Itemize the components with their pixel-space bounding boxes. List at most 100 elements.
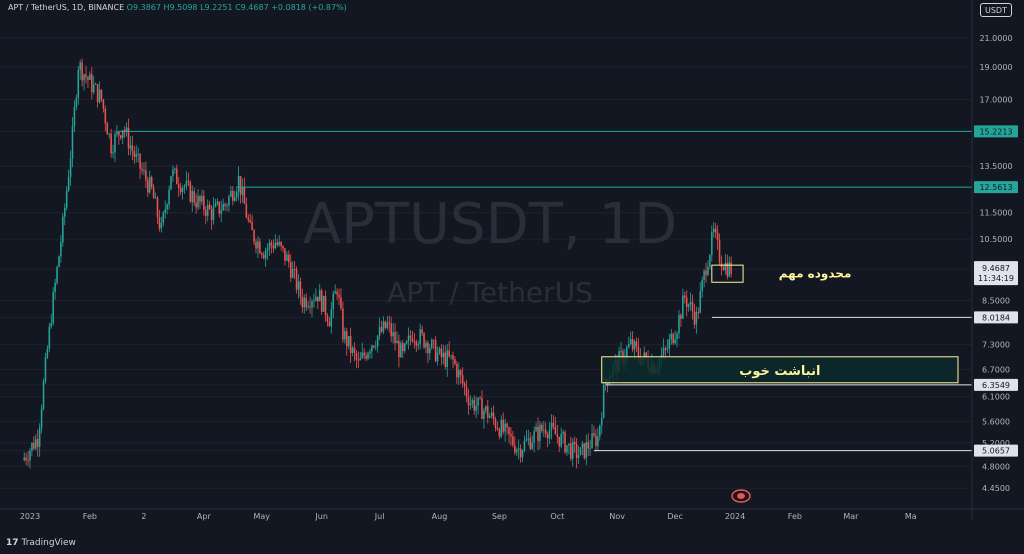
- candle-body: [685, 297, 688, 307]
- candle-body: [434, 340, 437, 362]
- time-tick-label: Ma: [905, 512, 917, 521]
- candle-body: [187, 180, 190, 183]
- candle-body: [235, 191, 238, 198]
- candle-body: [411, 338, 414, 342]
- candle-body: [558, 436, 561, 447]
- candle-body: [359, 357, 362, 361]
- candle-body: [257, 241, 259, 249]
- tradingview-name: TradingView: [21, 538, 76, 548]
- time-tick-label: Feb: [788, 512, 802, 521]
- candle-body: [291, 269, 294, 278]
- candle-body: [587, 442, 589, 449]
- candle-body: [42, 381, 45, 409]
- candle-body: [226, 205, 228, 207]
- candle-body: [232, 190, 234, 201]
- candle-body: [367, 353, 369, 359]
- candle-body: [317, 296, 319, 302]
- candle-body: [374, 346, 377, 348]
- candle-body: [206, 204, 209, 216]
- candle-body: [251, 221, 253, 231]
- candle-body: [458, 370, 460, 378]
- candle-body: [342, 308, 344, 340]
- candle-body: [705, 270, 707, 276]
- candle-body: [575, 444, 578, 459]
- watermark-sub: APT / TetherUS: [387, 276, 593, 309]
- price-axis[interactable]: 21.0000 19.0000 17.0000 15.2213 13.5000 12.56…: [971, 0, 1018, 520]
- candle-body: [85, 74, 87, 78]
- time-tick-label: Aug: [432, 512, 448, 521]
- last-price-badge: [974, 261, 1018, 286]
- candle-body: [129, 145, 132, 149]
- time-tick-label: Sep: [492, 512, 507, 521]
- price-tick-label: 21.0000: [979, 34, 1012, 43]
- candle-body: [127, 127, 130, 149]
- candle-body: [201, 195, 203, 202]
- candle-body: [135, 154, 138, 157]
- candle-body: [25, 457, 27, 460]
- candle-body: [695, 312, 698, 325]
- candle-body: [282, 245, 284, 249]
- horizontal-levels[interactable]: [118, 130, 972, 452]
- candle-body: [626, 347, 628, 358]
- candle-body: [239, 175, 242, 195]
- candle-body: [183, 186, 186, 188]
- candle-body: [139, 153, 141, 169]
- candle-body: [550, 422, 553, 431]
- candle-body: [664, 348, 667, 350]
- candle-body: [444, 352, 447, 367]
- time-tick-label: Oct: [550, 512, 564, 521]
- candle-body: [73, 106, 76, 127]
- candle-body: [396, 340, 398, 344]
- candle-body: [218, 201, 221, 214]
- time-tick-label: Feb: [83, 512, 97, 521]
- candle-body: [722, 267, 725, 271]
- candle-body: [402, 343, 404, 352]
- candle-body: [36, 439, 39, 447]
- time-axis[interactable]: 2023 Feb 2 Apr May Jun Jul Aug Sep Oct Nov Dec 2024 F…: [0, 508, 1024, 521]
- candle-body: [514, 445, 516, 453]
- candle-body: [376, 335, 379, 347]
- candle-body: [185, 180, 188, 187]
- candle-body: [69, 158, 72, 178]
- candle-body: [471, 400, 474, 404]
- candle-body: [48, 326, 51, 349]
- tradingview-logo[interactable]: 17 TradingView: [6, 538, 76, 548]
- candle-body: [436, 352, 439, 362]
- candle-body: [91, 74, 93, 93]
- candle-body: [600, 417, 603, 426]
- candle-body: [355, 353, 358, 360]
- candle-body: [490, 412, 493, 416]
- candle-body: [29, 450, 31, 461]
- candle-body: [481, 398, 483, 419]
- candle-body: [108, 133, 110, 135]
- candle-body: [463, 383, 466, 387]
- candle-body: [496, 427, 499, 430]
- currency-button[interactable]: USDT: [980, 3, 1012, 17]
- candle-body: [330, 309, 333, 327]
- candle-body: [262, 254, 265, 259]
- candle-body: [67, 177, 70, 191]
- candle-body: [508, 427, 510, 435]
- candle-body: [589, 447, 591, 449]
- candle-body: [562, 432, 564, 435]
- candle-body: [54, 282, 56, 292]
- candle-body: [170, 176, 172, 190]
- candle-body: [438, 348, 441, 353]
- candle-body: [494, 419, 497, 428]
- candle-body: [693, 311, 696, 325]
- candle-body: [400, 343, 402, 358]
- candle-body: [193, 191, 195, 203]
- candle-body: [691, 302, 694, 312]
- candle-body: [380, 327, 383, 332]
- candle-body: [56, 266, 58, 283]
- candle-body: [214, 203, 217, 207]
- candle-body: [556, 434, 559, 437]
- candle-body: [60, 242, 62, 257]
- zones[interactable]: محدوده مهم انباشت خوب: [601, 264, 959, 384]
- candle-body: [560, 434, 562, 447]
- candle-body: [363, 352, 365, 356]
- candle-body: [162, 212, 165, 223]
- candle-body: [668, 339, 671, 349]
